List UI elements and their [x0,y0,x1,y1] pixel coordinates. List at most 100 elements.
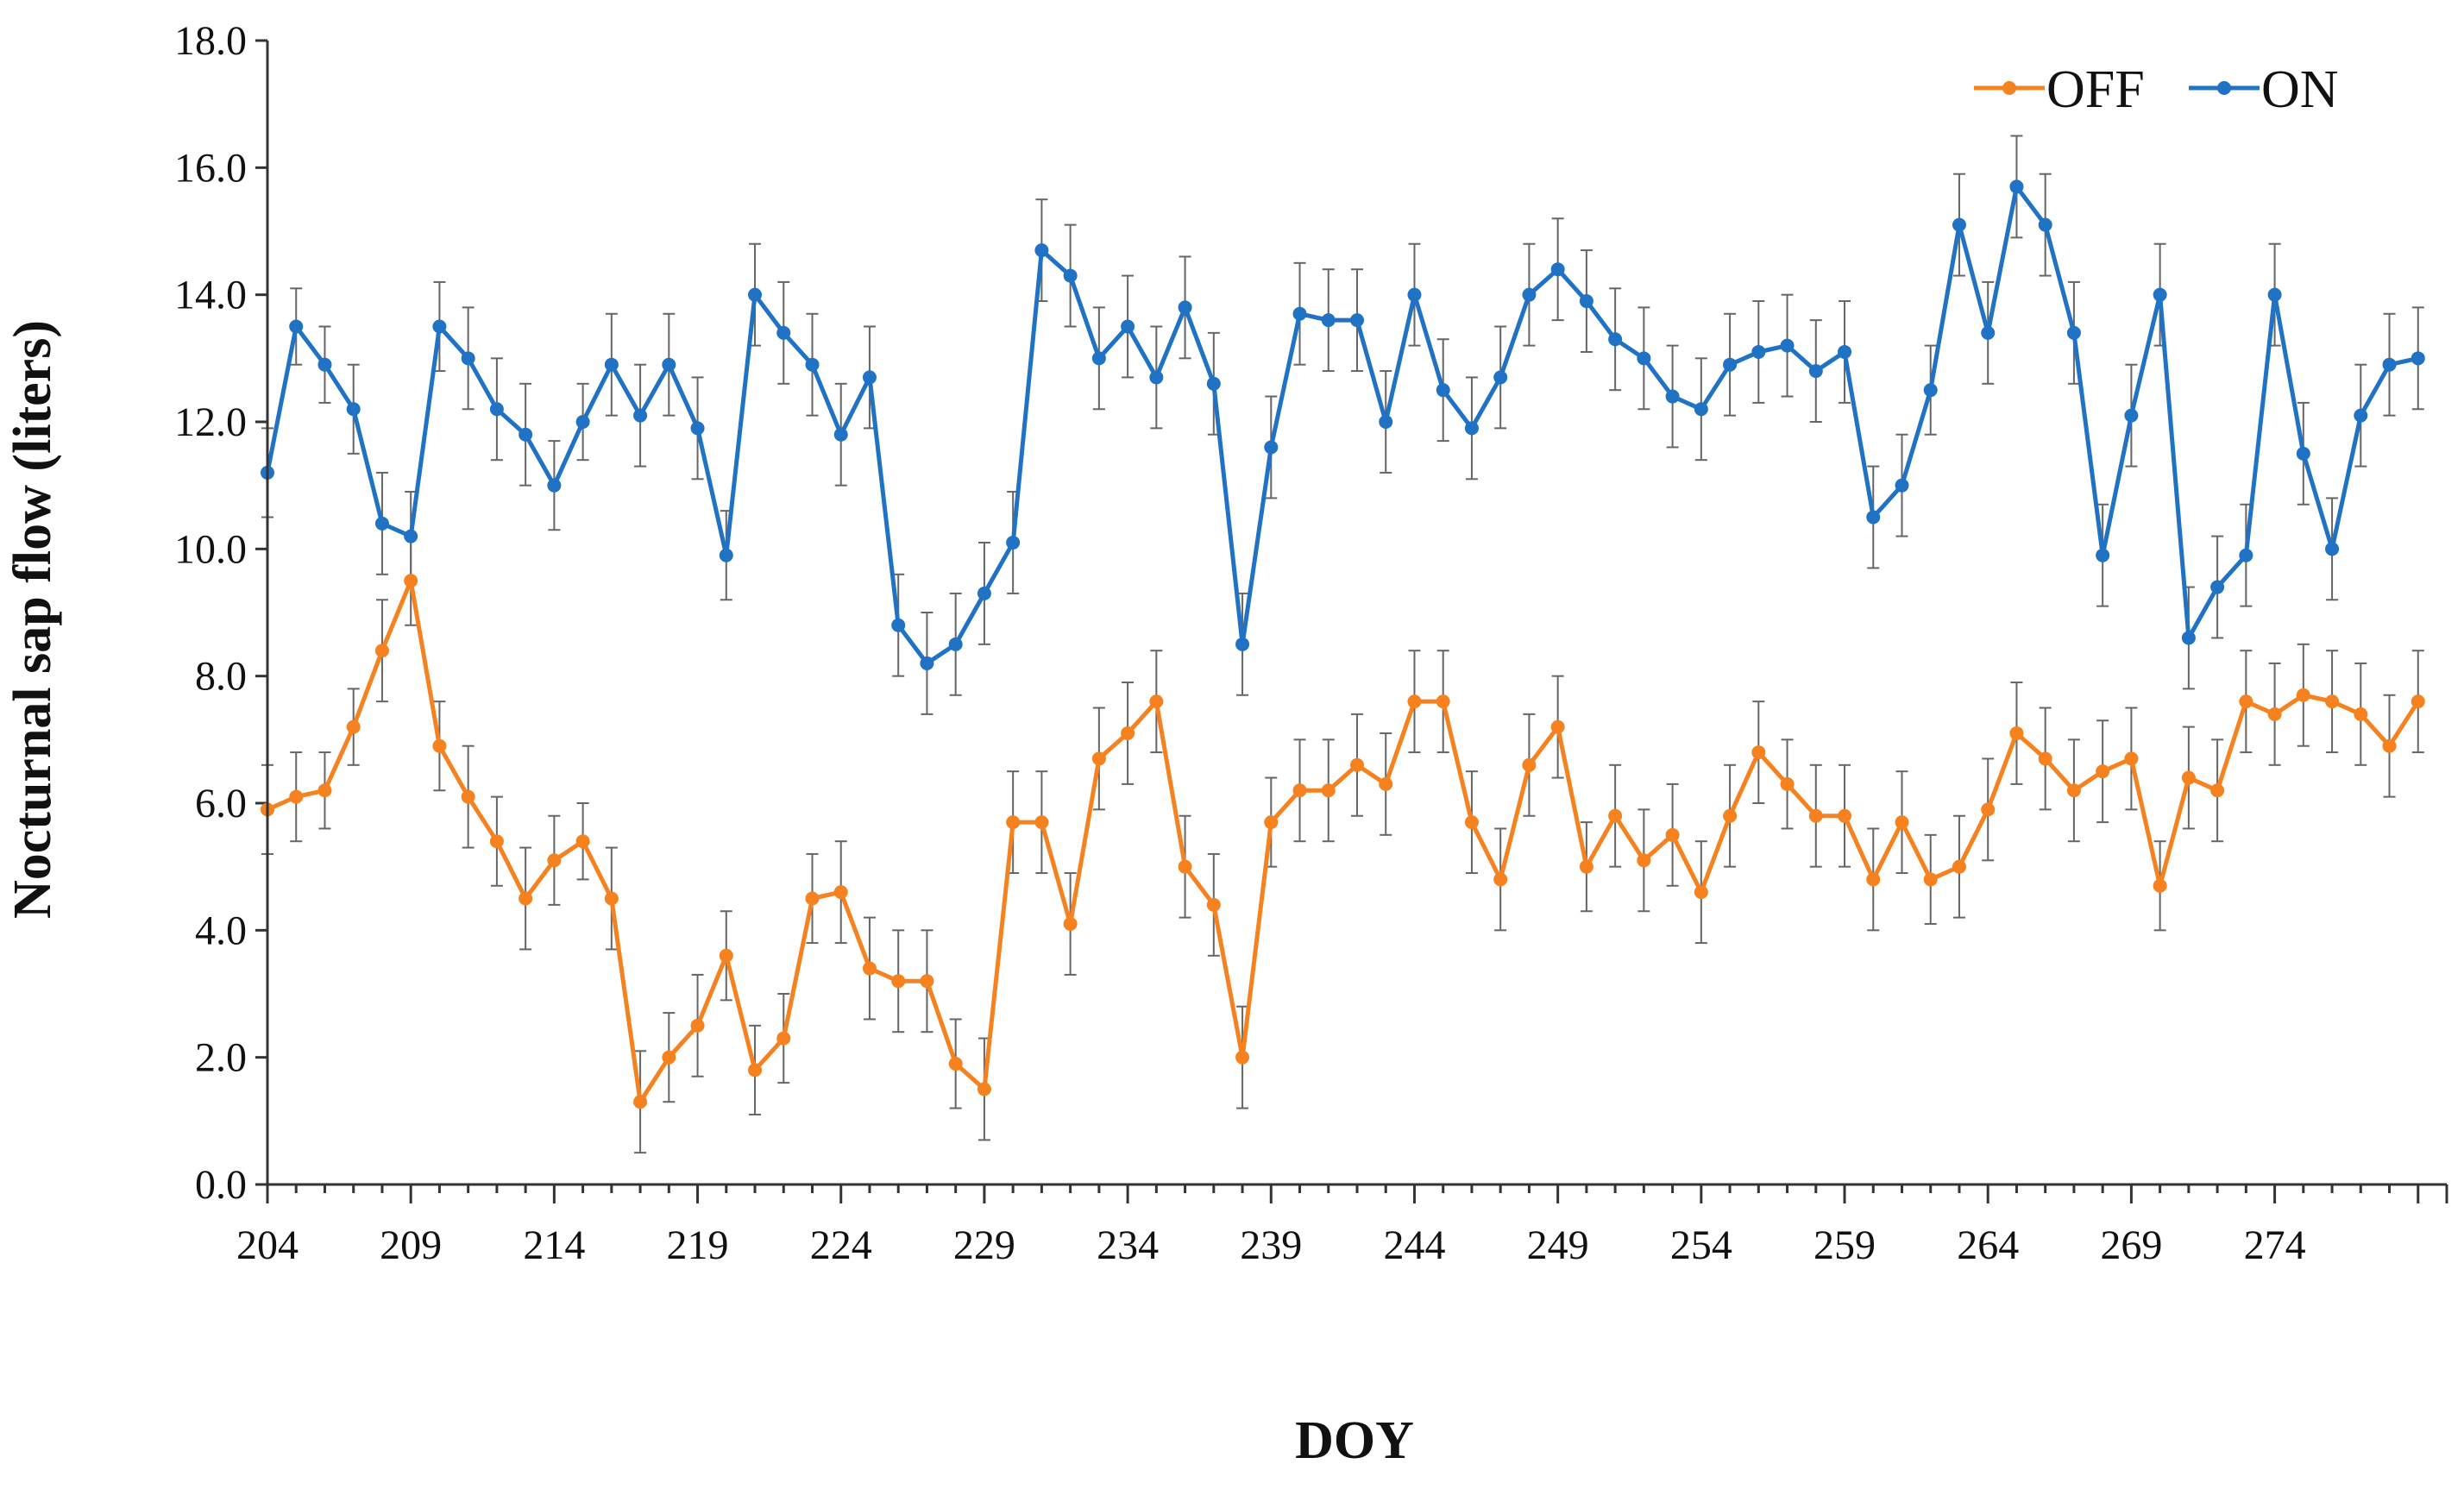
legend-marker-on [2217,81,2231,95]
data-point-off [1952,859,1966,874]
y-tick-label: 12.0 [174,399,247,445]
data-point-on [1379,415,1393,429]
data-point-off [1895,815,1909,830]
data-point-on [920,656,934,670]
data-point-on [1694,402,1708,417]
data-point-off [2181,770,2196,785]
x-tick-label: 254 [1670,1222,1732,1268]
x-tick-label: 209 [380,1222,442,1268]
data-point-off [1780,776,1795,791]
data-point-on [489,402,504,417]
data-point-off [1579,859,1593,874]
data-point-on [1292,306,1307,321]
x-tick-label: 259 [1813,1222,1876,1268]
data-point-off [891,974,906,989]
x-tick-label: 219 [667,1222,729,1268]
data-point-on [2239,548,2253,562]
x-axis-title: DOY [1295,1411,1414,1470]
data-point-on [1895,478,1909,493]
data-point-off [1723,808,1738,823]
data-point-off [1006,815,1021,830]
y-tick-label: 0.0 [195,1162,247,1208]
data-point-off [1981,802,1996,817]
data-point-off [2325,694,2340,709]
data-point-off [461,789,475,804]
data-point-off [862,961,877,976]
data-point-on [776,325,791,340]
data-point-off [776,1031,791,1046]
data-point-on [1264,440,1279,455]
data-point-off [1838,808,1852,823]
data-point-on [1952,217,1966,232]
data-point-off [547,853,562,868]
data-point-off [633,1095,648,1109]
data-point-on [719,548,733,562]
x-tick-label: 269 [2100,1222,2162,1268]
x-tick-label: 244 [1383,1222,1445,1268]
data-point-off [1464,815,1479,830]
y-tick-label: 2.0 [195,1035,247,1081]
data-point-off [1034,815,1049,830]
data-point-on [1121,319,1135,334]
data-point-off [1121,726,1135,740]
data-point-off [2009,726,2024,740]
data-point-on [1149,370,1164,385]
data-point-on [289,319,304,334]
data-point-on [2382,357,2397,372]
data-point-off [920,974,934,989]
data-point-off [690,1018,705,1033]
x-tick-label: 204 [236,1222,299,1268]
data-point-on [2153,287,2167,302]
data-point-on [1723,357,1738,372]
data-point-off [1321,783,1336,798]
data-point-off [2066,783,2081,798]
data-point-off [2267,707,2282,721]
data-point-off [719,948,733,963]
data-point-off [948,1057,963,1071]
data-point-on [1235,637,1250,651]
data-point-on [1321,313,1336,328]
data-point-off [1694,885,1708,900]
data-point-off [432,738,447,753]
data-point-on [1493,370,1508,385]
x-tick-label: 229 [953,1222,1015,1268]
data-point-on [2210,580,2225,594]
data-point-off [1637,853,1651,868]
legend: OFF ON [1974,60,2339,119]
data-point-off [1808,808,1823,823]
data-point-on [2411,351,2425,366]
data-point-on [1780,338,1795,353]
data-point-off [2411,694,2425,709]
data-point-off [1751,745,1766,760]
data-point-off [2038,751,2052,766]
y-tick-label: 10.0 [174,526,247,572]
x-tick-label: 249 [1527,1222,1589,1268]
data-point-on [1522,287,1537,302]
data-point-off [2239,694,2253,709]
y-tick-label: 16.0 [174,145,247,191]
data-point-on [1923,383,1938,398]
data-point-on [2038,217,2052,232]
data-point-on [374,516,389,531]
data-point-off [519,891,533,906]
data-point-off [1522,757,1537,772]
data-point-on [2354,408,2368,423]
data-point-on [1608,332,1623,347]
data-point-off [575,834,590,849]
data-point-on [1550,262,1565,277]
legend-label-on: ON [2261,60,2339,119]
data-point-on [633,408,648,423]
data-point-off [1091,751,1106,766]
series-lines [265,184,2420,1104]
data-point-off [662,1050,676,1065]
data-point-on [432,319,447,334]
data-point-off [289,789,304,804]
x-tick-label: 234 [1097,1222,1159,1268]
data-point-on [977,586,991,600]
data-point-on [2325,542,2340,556]
data-point-on [461,351,475,366]
data-point-on [1808,364,1823,379]
data-point-off [2096,764,2110,779]
series-points [261,179,2425,1109]
